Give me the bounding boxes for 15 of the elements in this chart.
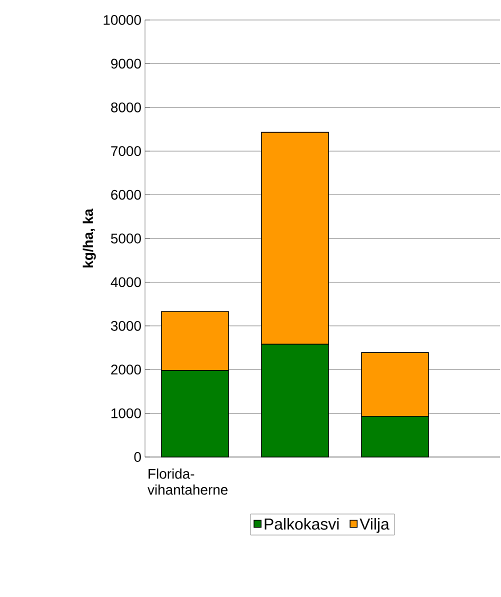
- y-tick-label: 5000: [111, 234, 141, 244]
- y-tick-label: 7000: [111, 146, 141, 156]
- y-tick-label: 2000: [111, 364, 141, 375]
- y-tick-label: 10000: [104, 15, 141, 25]
- y-tick-label: 0: [134, 452, 141, 462]
- y-tick-label: 8000: [111, 102, 141, 112]
- legend-label: Vilja: [360, 518, 390, 533]
- y-tick-label: 1000: [112, 408, 141, 418]
- x-tick-label: Florida-vihantaherne: [148, 468, 228, 495]
- y-tick-label: 4000: [110, 277, 141, 288]
- y-tick-label: 6000: [111, 190, 141, 200]
- y-axis-title: kg/ha, ka: [82, 208, 96, 268]
- legend-label: Palkokasvi: [264, 518, 339, 530]
- y-tick-label: 3000: [110, 320, 141, 331]
- y-tick-label: 9000: [111, 58, 141, 69]
